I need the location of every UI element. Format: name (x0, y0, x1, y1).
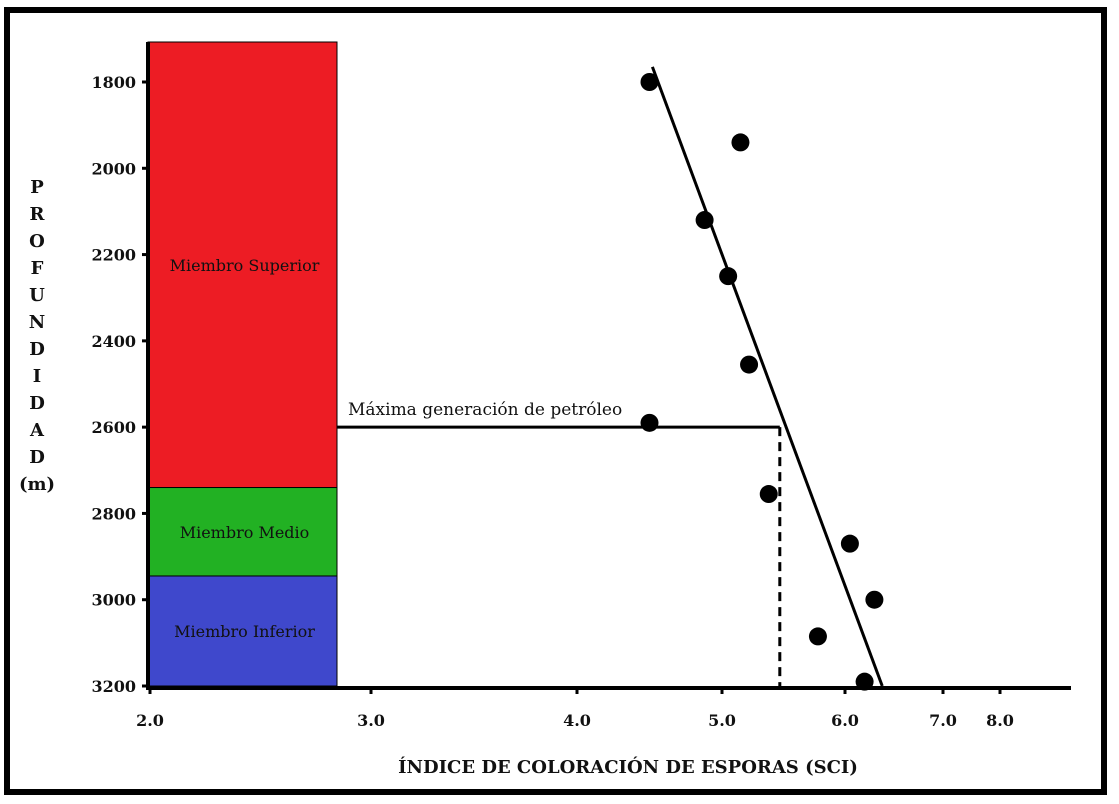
member-label: Miembro Inferior (174, 622, 315, 641)
x-tick-label: 4.0 (563, 711, 591, 730)
x-tick-label: 8.0 (986, 711, 1014, 730)
y-tick-label: 2200 (91, 246, 136, 265)
y-axis-title-letter: R (30, 204, 46, 225)
x-tick-label: 7.0 (929, 711, 957, 730)
x-axis-title: ÍNDICE DE COLORACIÓN DE ESPORAS (SCI) (398, 755, 858, 778)
x-tick-label: 6.0 (831, 711, 859, 730)
data-point (759, 485, 778, 504)
y-tick-label: 1800 (91, 73, 136, 92)
member-label: Miembro Medio (180, 523, 310, 542)
member-band (147, 41, 338, 489)
data-point (740, 355, 759, 374)
y-tick-label: 2000 (91, 159, 136, 178)
x-tick-label: 5.0 (708, 711, 736, 730)
data-point (731, 133, 750, 152)
data-point (640, 73, 659, 91)
y-tick-label: 2400 (91, 332, 136, 351)
y-tick-label: 3000 (91, 591, 136, 610)
y-tick-label: 3200 (91, 677, 136, 696)
data-point (640, 413, 659, 432)
y-axis-title-letter: D (29, 393, 45, 414)
y-axis-title-letter: P (30, 177, 44, 198)
x-tick-label: 2.0 (136, 711, 164, 730)
y-axis-title-letter: U (29, 285, 45, 306)
x-tick-label: 3.0 (357, 711, 385, 730)
data-point (808, 627, 827, 646)
data-point (695, 211, 714, 230)
y-tick-label: 2600 (91, 418, 136, 437)
data-point (840, 534, 859, 553)
y-tick-label: 2800 (91, 504, 136, 523)
member-band (147, 575, 338, 687)
member-label: Miembro Superior (170, 256, 320, 275)
y-axis-title-letter: D (29, 339, 45, 360)
y-axis-title-letter: I (33, 366, 41, 387)
y-axis-title-letter: F (31, 258, 44, 279)
annotation-label: Máxima generación de petróleo (348, 400, 622, 420)
y-axis-title-letter: A (29, 420, 45, 441)
y-axis-title-letter: D (29, 447, 45, 468)
y-axis-title-letter: O (29, 231, 45, 252)
data-point (865, 590, 884, 609)
trend-line (650, 66, 884, 687)
member-band (147, 487, 338, 577)
data-point (719, 267, 738, 286)
y-axis-title-letter: (m) (19, 474, 55, 495)
y-axis-title-letter: N (29, 312, 45, 333)
